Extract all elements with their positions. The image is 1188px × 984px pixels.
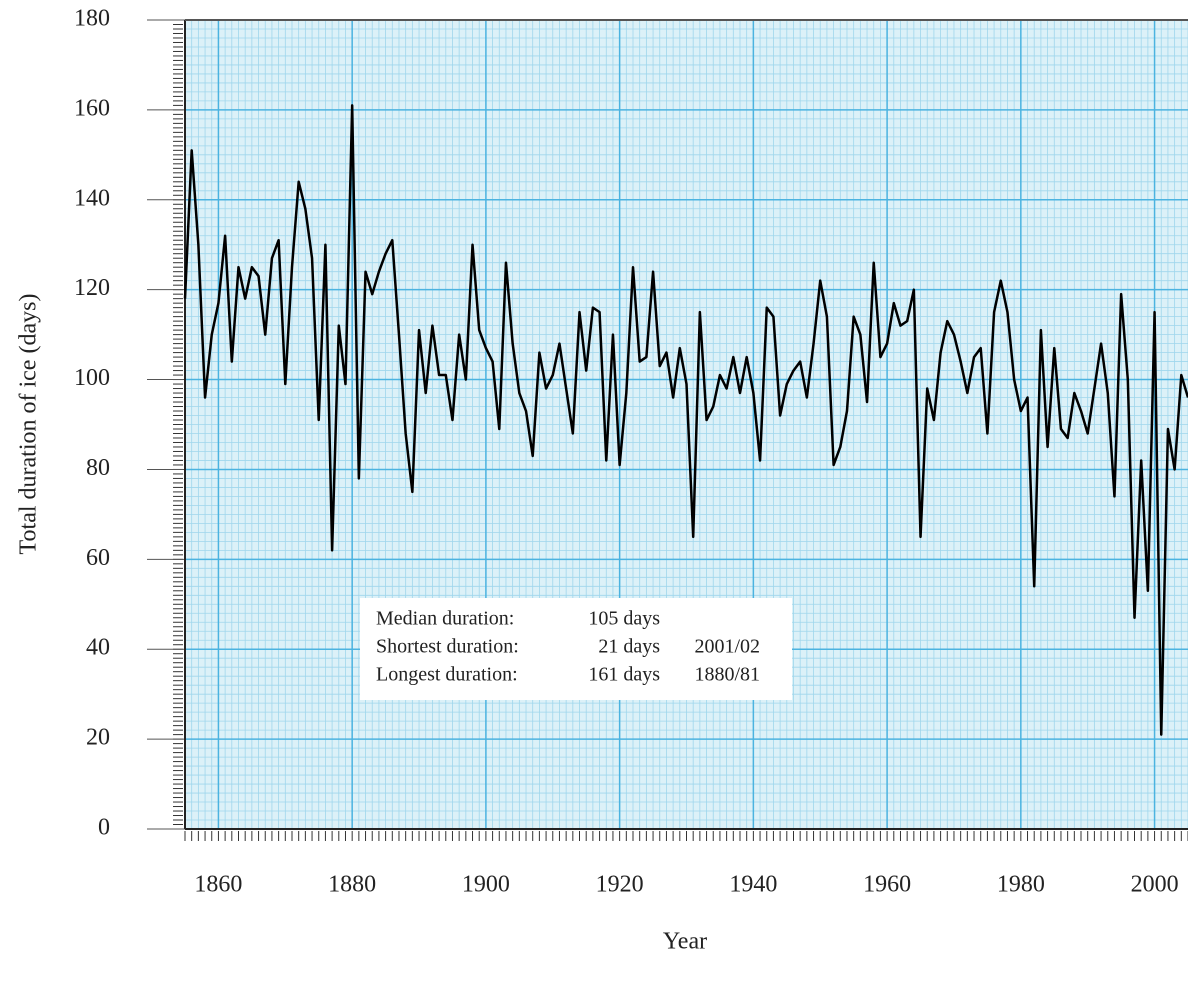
annotation-text: Shortest duration: [376,636,519,658]
x-tick-label: 1880 [328,872,376,898]
annotation-text: 2001/02 [694,636,760,658]
y-tick-label: 80 [86,455,110,481]
x-tick-label: 1960 [863,872,911,898]
annotation-text: 1880/81 [694,664,760,686]
data-line [183,104,1188,736]
y-axis-label: Total duration of ice (days) [16,294,42,555]
y-tick-label: 60 [86,545,110,571]
annotation-text: Median duration: [376,608,514,630]
y-tick-label: 0 [98,815,110,841]
x-axis-label: Year [663,929,707,955]
annotation-text: Longest duration: [376,664,518,686]
x-tick-label: 1980 [997,872,1045,898]
y-tick-label: 120 [74,275,110,301]
x-tick-label: 1900 [462,872,510,898]
annotation-box [360,598,792,700]
y-tick-label: 160 [74,95,110,121]
y-tick-label: 40 [86,635,110,661]
annotation-text: 161 days [588,664,660,686]
annotation-text: 21 days [598,636,660,658]
x-tick-label: 1940 [729,872,777,898]
x-tick-label: 2000 [1131,872,1179,898]
y-tick-label: 140 [74,185,110,211]
annotation: Median duration: 105 days Shortest duratio… [360,598,792,700]
y-tick-label: 180 [74,6,110,32]
x-tick-label: 1860 [194,872,242,898]
y-tick-label: 100 [74,365,110,391]
annotation-text: 105 days [588,608,660,630]
y-tick-label: 20 [86,725,110,751]
x-tick-label: 1920 [596,872,644,898]
